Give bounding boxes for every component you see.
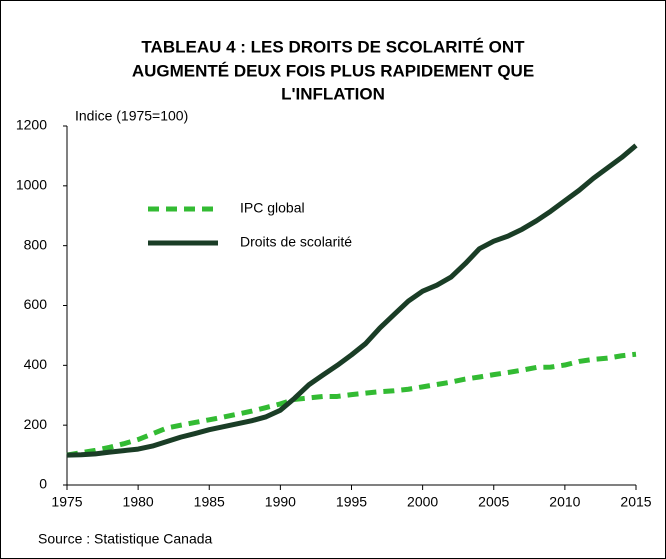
y-tick-label: 1000 [16, 177, 47, 193]
y-tick-label: 200 [24, 416, 48, 432]
x-tick-label: 2000 [407, 494, 438, 510]
y-tick-label: 400 [24, 356, 48, 372]
x-tick-label: 1990 [265, 494, 296, 510]
x-tick-label: 1980 [123, 494, 154, 510]
y-tick-label: 600 [24, 296, 48, 312]
y-tick-label: 0 [39, 476, 47, 492]
y-tick-label: 1200 [16, 117, 47, 133]
legend-label: Droits de scolarité [240, 234, 352, 250]
x-tick-label: 2010 [549, 494, 580, 510]
source: Source : Statistique Canada [38, 531, 213, 547]
x-tick-label: 1985 [194, 494, 225, 510]
y-tick-label: 800 [24, 236, 48, 252]
legend-label: IPC global [240, 200, 305, 216]
chart-title: L'INFLATION [281, 84, 385, 103]
chart-title: AUGMENTÉ DEUX FOIS PLUS RAPIDEMENT QUE [132, 61, 534, 80]
x-tick-label: 2005 [478, 494, 509, 510]
x-tick-label: 2015 [620, 494, 651, 510]
x-tick-label: 1995 [336, 494, 367, 510]
chart-title: TABLEAU 4 : LES DROITS DE SCOLARITÉ ONT [141, 37, 525, 56]
x-tick-label: 1975 [51, 494, 82, 510]
line [66, 351, 637, 458]
y-axis-label: Indice (1975=100) [75, 108, 188, 124]
line [66, 143, 638, 458]
